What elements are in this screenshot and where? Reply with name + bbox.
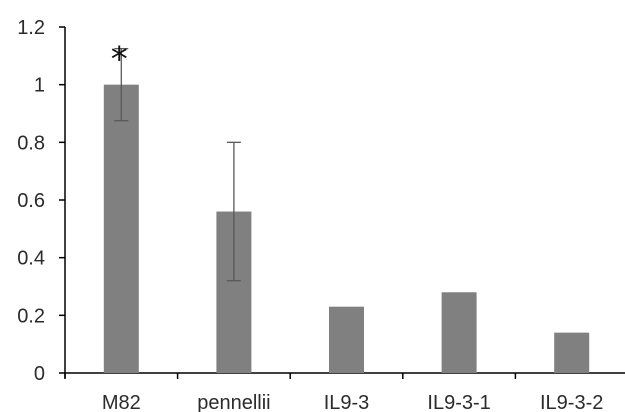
y-tick-label: 0.8 [17,132,45,154]
y-axis: 0 0.2 0.4 0.6 0.8 1 1.2 [17,17,66,385]
x-axis: M82 pennellii IL9-3 IL9-3-1 IL9-3-2 [64,372,625,412]
bar-m82 [103,84,139,374]
y-tick-label: 1 [34,75,45,97]
y-tick-label: 0.6 [17,190,45,212]
x-tick-label: IL9-3 [324,392,370,412]
significance-asterisk: * [111,40,128,80]
bar-il9-3-1 [441,292,477,373]
bar-il9-3 [329,306,364,373]
y-tick-label: 1.2 [17,17,45,39]
y-tick-label: 0.4 [17,248,45,270]
annotations: * [111,40,128,80]
y-tick-label: 0.2 [17,305,45,327]
bar-il9-3-2 [554,332,590,373]
x-tick-label: pennellii [197,392,270,412]
error-bars [114,47,241,282]
y-tick-label: 0 [34,363,45,385]
bars [103,84,590,374]
x-tick-label: IL9-3-1 [427,392,490,412]
x-tick-label: M82 [102,392,141,412]
x-tick-label: IL9-3-2 [540,392,603,412]
